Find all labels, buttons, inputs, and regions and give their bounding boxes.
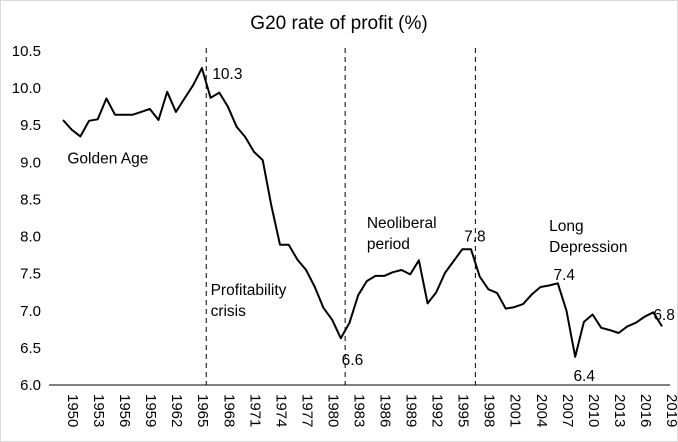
annotation-label: Golden Age <box>67 151 148 168</box>
y-tick-label: 8.0 <box>20 229 41 246</box>
x-tick-label: 1956 <box>116 394 133 427</box>
x-tick-label: 1989 <box>403 394 420 427</box>
annotation-label: Neoliberal <box>367 215 437 232</box>
annotation-labels: Golden Age 10.3 Profitability crisis 6.6 Neol… <box>67 66 675 385</box>
x-tick-label: 1980 <box>324 394 341 427</box>
x-tick-label: 1995 <box>455 394 472 427</box>
annotation-label: 6.4 <box>573 368 595 385</box>
annotation-label: Profitability <box>211 282 287 299</box>
y-tick-label: 10.0 <box>12 80 41 97</box>
series-group <box>62 67 663 358</box>
x-tick-label: 2013 <box>611 394 628 427</box>
x-tick-label: 1950 <box>64 394 81 427</box>
y-tick-label: 8.5 <box>20 191 41 208</box>
y-tick-label: 6.5 <box>20 340 41 357</box>
annotation-label: 7.8 <box>464 229 486 246</box>
profit-rate-line <box>62 67 663 358</box>
x-tick-label: 1953 <box>90 394 107 427</box>
x-tick-label: 2016 <box>637 394 654 427</box>
y-tick-label: 10.5 <box>12 43 41 60</box>
y-tick-label: 9.5 <box>20 117 41 134</box>
x-tick-label: 1974 <box>272 394 289 427</box>
x-tick-labels: 1950 1953 1956 1959 1962 1965 1968 1971 1974 1977… <box>64 394 677 427</box>
x-tick-label: 2004 <box>533 394 550 427</box>
x-tick-label: 2001 <box>507 394 524 427</box>
x-tick-label: 1983 <box>350 394 367 427</box>
x-tick-label: 1968 <box>220 394 237 427</box>
y-tick-label: 7.0 <box>20 303 41 320</box>
y-tick-label: 9.0 <box>20 154 41 171</box>
x-tick-label: 1986 <box>377 394 394 427</box>
x-tick-label: 1977 <box>298 394 315 427</box>
annotation-label: period <box>367 236 410 253</box>
x-tick-label: 2010 <box>585 394 602 427</box>
annotation-label: crisis <box>211 303 247 320</box>
x-tick-label: 1959 <box>142 394 159 427</box>
y-tick-label: 6.0 <box>20 377 41 394</box>
y-tick-labels: 6.0 6.5 7.0 7.5 8.0 8.5 9.0 9.5 10.0 10.5 <box>12 43 41 394</box>
annotation-label: Depression <box>549 239 627 256</box>
x-tick-label: 1965 <box>194 394 211 427</box>
y-tick-label: 7.5 <box>20 266 41 283</box>
annotation-label: 10.3 <box>212 66 242 83</box>
x-tick-label: 2007 <box>559 394 576 427</box>
chart-title: G20 rate of profit (%) <box>250 13 427 34</box>
x-tick-label: 1992 <box>429 394 446 427</box>
x-tick-label: 2019 <box>663 394 677 427</box>
annotation-label: 6.6 <box>342 352 364 369</box>
x-tick-label: 1962 <box>168 394 185 427</box>
annotation-label: 7.4 <box>553 267 575 284</box>
x-tick-label: 1971 <box>246 394 263 427</box>
x-tick-label: 1998 <box>481 394 498 427</box>
annotation-label: Long <box>549 218 583 235</box>
annotation-label: 6.8 <box>653 307 675 324</box>
